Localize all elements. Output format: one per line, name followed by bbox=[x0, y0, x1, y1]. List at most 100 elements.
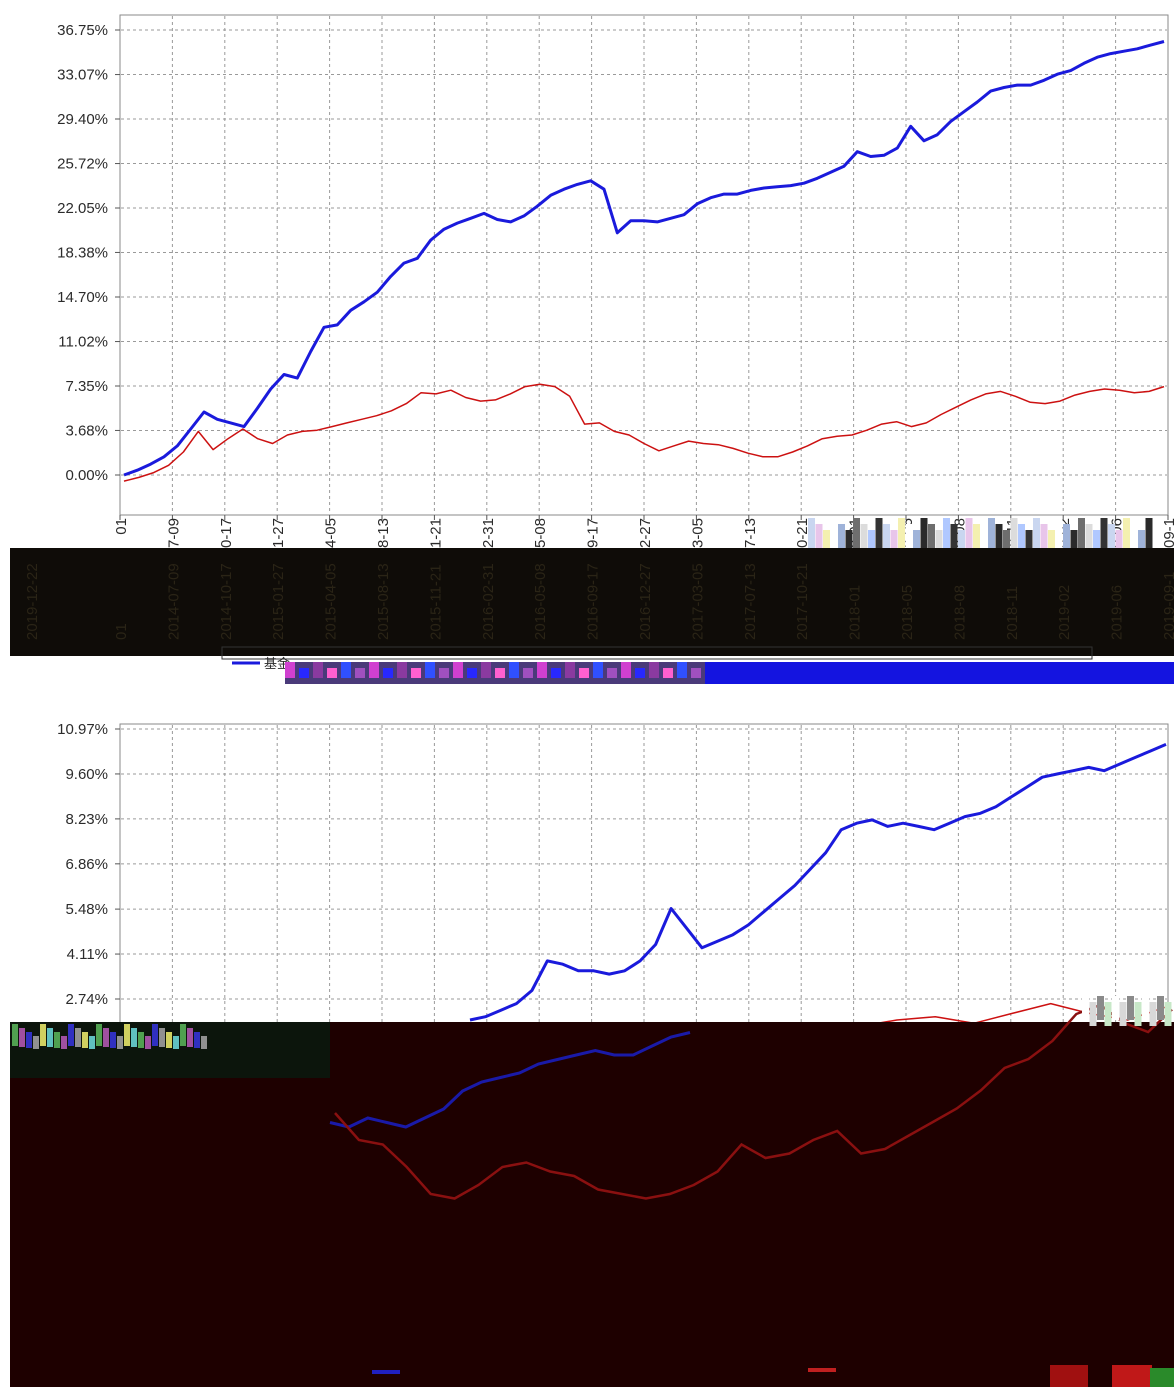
glitch-block bbox=[1119, 1002, 1127, 1026]
x-tick-label-dark: 2017-03-05 bbox=[689, 563, 706, 640]
glitch-block bbox=[166, 1032, 172, 1048]
glitch-block bbox=[920, 518, 928, 548]
glitch-block bbox=[117, 1036, 123, 1049]
glitch-block bbox=[1089, 1002, 1097, 1026]
legend-frame bbox=[221, 646, 1093, 660]
y-tick-label: 8.23% bbox=[65, 811, 108, 828]
series-benchmark-line bbox=[123, 383, 1165, 482]
glitch-block bbox=[1003, 530, 1010, 548]
glitch-block bbox=[1145, 518, 1153, 548]
glitch-block bbox=[980, 530, 988, 548]
glitch-block bbox=[159, 1028, 165, 1047]
y-tick-label: 33.07% bbox=[57, 67, 108, 84]
y-tick-label: 6.86% bbox=[65, 856, 108, 873]
glitch-block bbox=[1097, 996, 1104, 1020]
chart-1-grid bbox=[121, 16, 1167, 514]
glitch-block bbox=[68, 1024, 74, 1046]
glitch-block bbox=[973, 524, 980, 548]
glitch-block bbox=[950, 524, 958, 548]
glitch-stripe bbox=[285, 662, 1174, 684]
glitch-stripe-block bbox=[579, 668, 589, 678]
glitch-block bbox=[875, 518, 883, 548]
glitch-stripe-block bbox=[467, 668, 477, 678]
y-tick-label: 7.35% bbox=[65, 378, 108, 395]
y-tick-label: 3.68% bbox=[65, 422, 108, 439]
glitch-block bbox=[1033, 518, 1040, 548]
y-tick-label: 29.40% bbox=[57, 111, 108, 128]
x-tick-label-dark: 2018-11 bbox=[1004, 586, 1021, 640]
glitch-stripe-block bbox=[509, 662, 519, 678]
glitch-artifacts-bottom bbox=[10, 996, 1174, 1387]
glitch-block bbox=[928, 524, 935, 548]
glitch-block bbox=[1025, 530, 1033, 548]
glitch-block bbox=[10, 1022, 330, 1078]
glitch-block bbox=[815, 524, 823, 548]
glitch-stripe-block bbox=[453, 662, 463, 678]
y-tick-label: 5.48% bbox=[65, 901, 108, 918]
series-benchmark-line-lower bbox=[334, 1003, 1173, 1200]
glitch-block bbox=[103, 1028, 109, 1047]
glitch-block bbox=[1157, 996, 1164, 1020]
glitch-block bbox=[830, 518, 838, 548]
glitch-stripe-block bbox=[593, 662, 603, 678]
glitch-block bbox=[33, 1036, 39, 1049]
glitch-stripe-block bbox=[299, 668, 309, 678]
glitch-block bbox=[913, 530, 920, 548]
glitch-block bbox=[1149, 1002, 1157, 1026]
x-tick-label-dark: 2015-01-27 bbox=[270, 563, 287, 640]
glitch-stripe-block bbox=[369, 662, 379, 678]
glitch-block bbox=[845, 530, 853, 548]
series-fund-line bbox=[469, 743, 1167, 1022]
glitch-stripe-block bbox=[621, 662, 631, 678]
x-tick-label-dark: 2015-11-21 bbox=[427, 564, 444, 640]
glitch-block bbox=[54, 1032, 60, 1048]
glitch-block bbox=[1048, 530, 1055, 548]
glitch-block bbox=[995, 524, 1003, 548]
glitch-block bbox=[965, 518, 973, 548]
glitch-block bbox=[40, 1024, 46, 1046]
glitch-block bbox=[1085, 524, 1093, 548]
glitch-stripe-block bbox=[411, 668, 421, 678]
glitch-block bbox=[12, 1024, 18, 1046]
y-tick-label: 11.02% bbox=[58, 334, 108, 351]
x-tick-label-dark: 2016-05-08 bbox=[532, 563, 549, 640]
y-tick-label: 18.38% bbox=[57, 244, 108, 261]
x-tick-label-dark: 2018-05 bbox=[899, 585, 916, 640]
glitch-mark bbox=[1150, 1368, 1174, 1387]
glitch-block bbox=[1070, 530, 1078, 548]
glitch-block bbox=[868, 530, 875, 548]
series-fund-line-lower bbox=[329, 1031, 691, 1129]
glitch-block bbox=[1112, 996, 1119, 1020]
glitch-stripe-block bbox=[635, 668, 645, 678]
glitch-block bbox=[131, 1028, 137, 1047]
x-tick-label-dark: 2015-08-13 bbox=[375, 563, 392, 640]
glitch-block bbox=[1093, 530, 1100, 548]
glitch-block bbox=[853, 518, 860, 548]
glitch-block bbox=[1134, 1002, 1142, 1026]
glitch-block bbox=[82, 1032, 88, 1048]
glitch-stripe-block bbox=[341, 662, 351, 678]
glitch-block bbox=[89, 1036, 95, 1049]
glitch-block bbox=[173, 1036, 179, 1049]
x-tick-label-dark: 2014-10-17 bbox=[218, 563, 235, 640]
chart-1: 36.75% 33.07% 29.40% 25.72% 22.05% 18.38% 14.7… bbox=[57, 14, 1174, 595]
chart-2-lower-traces bbox=[329, 1003, 1173, 1200]
y-tick-label: 4.11% bbox=[67, 946, 108, 963]
x-tick-label-dark: 2017-07-13 bbox=[742, 563, 759, 640]
glitch-block bbox=[187, 1028, 193, 1047]
glitch-block bbox=[988, 518, 995, 548]
x-tick-label-dark: 2019-02 bbox=[1056, 585, 1073, 640]
x-tick-label: 01 bbox=[113, 518, 130, 535]
chart-1-x-tick-labels-dark: 01 2014-07-09 2014-10-17 2015-01-27 2015-04-… bbox=[113, 563, 1174, 640]
glitch-block bbox=[1082, 996, 1089, 1020]
chart-2: 10.97% 9.60% 8.23% 6.86% 5.48% 4.11% 2.74% bbox=[57, 721, 1169, 1034]
glitch-block bbox=[1104, 1002, 1112, 1026]
glitch-block bbox=[47, 1028, 53, 1047]
x-tick-label-dark: 2016-12-27 bbox=[637, 563, 654, 640]
glitch-stripe-block bbox=[691, 668, 701, 678]
glitch-mark bbox=[1050, 1365, 1088, 1387]
glitch-block bbox=[808, 518, 815, 548]
glitch-block bbox=[19, 1028, 25, 1047]
glitch-stripe-block bbox=[285, 662, 295, 678]
